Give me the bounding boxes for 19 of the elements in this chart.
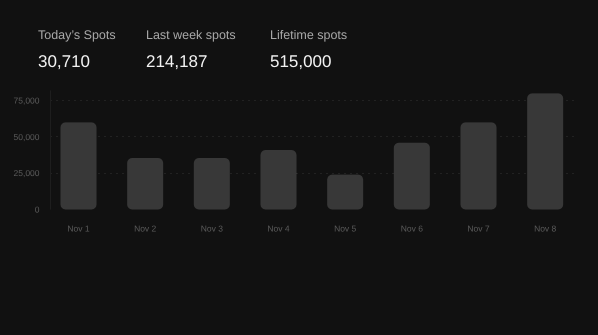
x-tick-label: Nov 1 — [67, 224, 90, 234]
text: Today’s Spots — [38, 27, 116, 44]
y-tick-label: 25,000 — [14, 168, 40, 178]
text: Lifetime spots — [270, 27, 348, 44]
y-tick-label: 0 — [34, 204, 40, 214]
text: 214,187 — [146, 51, 208, 73]
text: Last week spots — [146, 27, 236, 44]
x-tick-label: Nov 6 — [400, 224, 424, 234]
text: 515,000 — [270, 51, 332, 73]
x-tick-label: Nov 5 — [334, 224, 357, 234]
x-tick-label: Nov 8 — [534, 224, 557, 234]
x-tick-label: Nov 2 — [134, 224, 157, 234]
y-tick-label: 75,000 — [14, 96, 40, 106]
text: 30,710 — [38, 51, 90, 73]
x-tick-label: Nov 7 — [467, 224, 490, 234]
x-tick-label: Nov 3 — [200, 224, 224, 234]
bar — [60, 122, 96, 210]
y-tick-label: 50,000 — [14, 132, 40, 142]
x-tick-label: Nov 4 — [267, 224, 290, 234]
